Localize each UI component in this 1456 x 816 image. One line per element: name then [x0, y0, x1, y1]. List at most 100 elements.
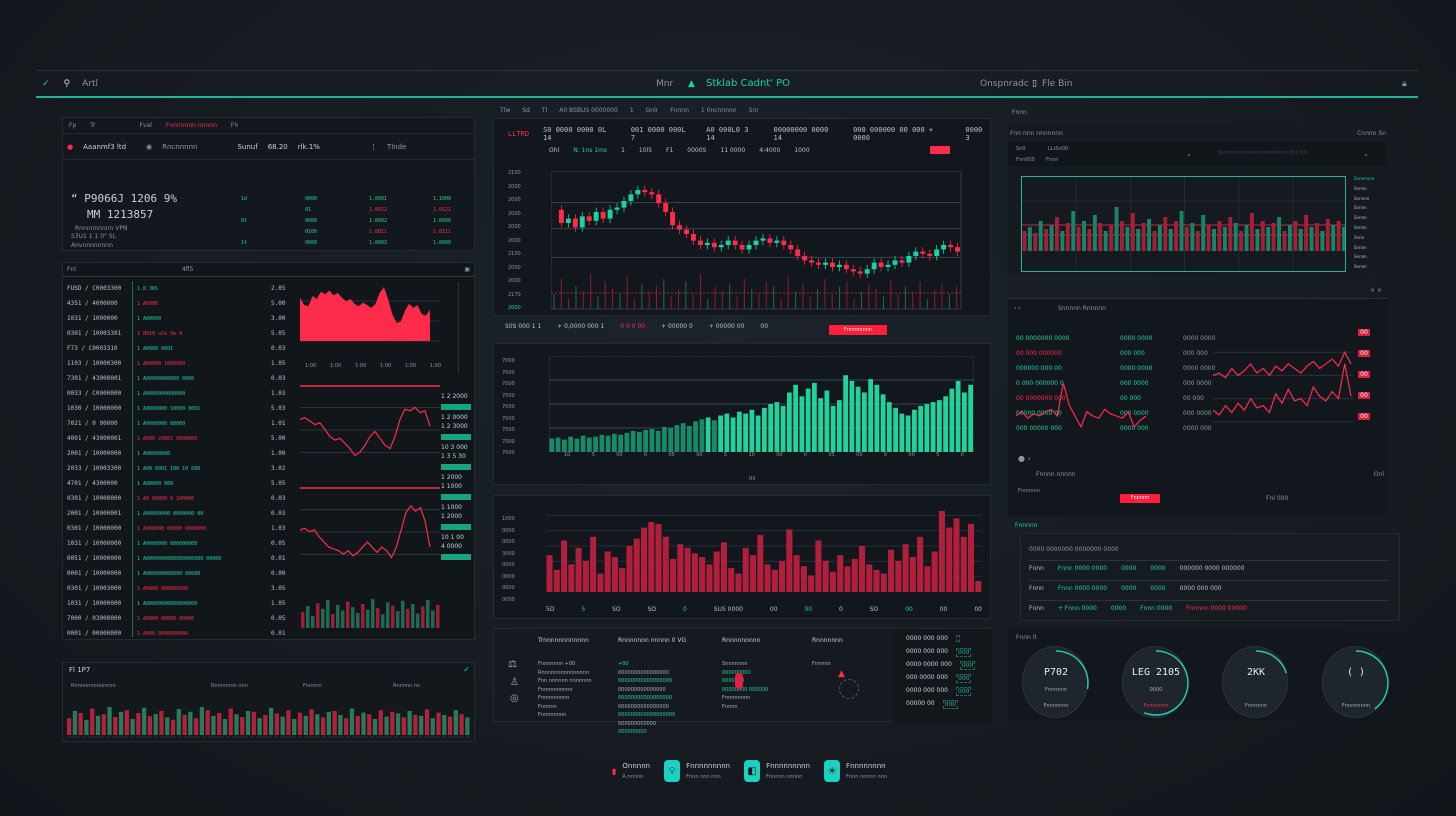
- toolbar-item[interactable]: 0000S: [687, 147, 707, 154]
- table-row[interactable]: 0301 / 10000000 1 A0 00000 0 100000 0.03: [67, 491, 307, 506]
- timeframe-tab[interactable]: 00000000 0000 14: [773, 126, 829, 142]
- table-row[interactable]: FUSD / C0003300 1.0 3DS 2.05: [67, 281, 307, 296]
- chevron-down-icon[interactable]: ⌄: [1363, 150, 1369, 158]
- table-row[interactable]: F73 / C0003310 1 A0000 0001 0.03: [67, 341, 307, 356]
- footer-label[interactable]: Onl: [1373, 471, 1384, 478]
- file-icon[interactable]: ▯: [1032, 78, 1037, 89]
- legend-item[interactable]: ▮ Onnnnn A nnnnn: [612, 762, 650, 780]
- table-row[interactable]: 1031 / 10000000 1 A00000000000000000 1.05: [67, 596, 307, 611]
- gauge[interactable]: LEG 2105 0000 Fnnnnnnn: [1122, 646, 1189, 718]
- action-button[interactable]: Fnnnnnnnn: [829, 325, 887, 335]
- legend-item[interactable]: ☀ Fnnnnnnnn Fnnn nnnnn nnn: [824, 760, 887, 782]
- toolbar-item[interactable]: Ohl: [549, 147, 560, 154]
- table-row[interactable]: 4001 / 43000001 1 A000 c0001 0000000 5.00: [67, 431, 307, 446]
- gauge[interactable]: ( ) Fnnnnnnnn: [1322, 646, 1389, 718]
- side-value: 10 3 000: [441, 444, 468, 451]
- panel-link[interactable]: Cnnnn Sn: [1357, 130, 1386, 137]
- table-row[interactable]: 7301 / 43000001 1 A00000000000 0000 0.03: [67, 371, 307, 386]
- timeframe-tab[interactable]: A0 000L0 3 14: [706, 126, 749, 142]
- table-row[interactable]: 0051 / 10000000 1 A0000000000000000000 00…: [67, 551, 307, 566]
- table-row[interactable]: 2001 / 10000001 1 A00000000 0000000 00 0.0…: [67, 506, 307, 521]
- pin-icon[interactable]: ⚲: [63, 78, 71, 89]
- timeframe-tab[interactable]: 0000 3: [965, 126, 983, 142]
- header-item[interactable]: Snr: [748, 106, 759, 114]
- legend-item[interactable]: 💡︎ Fnnnnnnnnn Fnnn nnn nnn: [664, 760, 730, 782]
- table-row[interactable]: 0001 / 10000000 1 A000000000000 00000 0.00: [67, 566, 307, 581]
- table-row[interactable]: Fnnn Fnnn 0000 0000 0000 0000 000000 0000 00…: [1029, 560, 1389, 572]
- shield-icon[interactable]: ◎: [510, 693, 519, 704]
- toolbar-item[interactable]: 4:4000: [759, 147, 781, 154]
- table-row[interactable]: 0301 / 10003301 1 0010 ulk 5m A 5.05: [67, 326, 307, 341]
- timeframe-tab[interactable]: S0 0000 0000 0L 14: [543, 126, 607, 142]
- table-row[interactable]: 1031 / 10000000 1 A0000000 000000000 0.05: [67, 536, 307, 551]
- expand-icon[interactable]: ▣: [464, 266, 470, 273]
- table-row[interactable]: 2033 / 10003300 1 A00 0001 100 10 000 3.02: [67, 461, 307, 476]
- symbol-name[interactable]: Aaanmf3 ltd: [83, 142, 127, 151]
- side-row: 0000 000 000: [906, 635, 960, 642]
- bar: [799, 396, 805, 452]
- gauge[interactable]: P702 Fnnnnnn Fnnnnnnn: [1022, 646, 1089, 718]
- table-row[interactable]: Fnnn + Fnnn 0000 0000 Fnnn 0000 Fnnnnn 0000 …: [1029, 600, 1389, 612]
- timeframe-tab[interactable]: 000 000000 00 000 + 0000: [853, 126, 934, 142]
- indicator-toggle[interactable]: [930, 146, 950, 154]
- chevron-down-icon[interactable]: ⌄: [1186, 150, 1192, 158]
- filter-input[interactable]: Snnnnnnnnnnnnnnnnnnnnn 0nn 00: [1218, 150, 1307, 156]
- gauge[interactable]: 2KK Fnnnnnn: [1222, 646, 1288, 718]
- legend-item[interactable]: ◧ Fnnnnnnnnn Fnnnnn nnnnn: [744, 760, 810, 782]
- check-icon[interactable]: ✓: [42, 78, 50, 89]
- table-row[interactable]: 7000 / 03000000 1 A0000 00000 00000 0.05: [67, 611, 307, 626]
- scale-icon[interactable]: ⚖: [508, 659, 517, 670]
- toolbar-item[interactable]: 10l5: [638, 147, 653, 154]
- timeframe-tab[interactable]: 001 0000 000L 7: [630, 126, 686, 142]
- table-row[interactable]: Fnnn Fnnn 0000 0000 0000 0000 0000 000 000: [1029, 580, 1389, 592]
- table-row[interactable]: 1031 / 1000000 1 A00000 3.00: [67, 311, 307, 326]
- table-row[interactable]: 0001 / 00000000 1 A000 0000000000 0.01: [67, 626, 307, 641]
- table-row[interactable]: 7021 / 0 00000 1 A0000000 00000 1.01: [67, 416, 307, 431]
- header-item[interactable]: Tl: [541, 106, 548, 114]
- bell-icon[interactable]: ♙: [510, 677, 519, 688]
- settings-icon[interactable]: ◉: [146, 142, 153, 151]
- info-column-title: Rnnnnnnn nnnnn 0 VG: [618, 637, 687, 644]
- table-row[interactable]: 0301 / 10000000 1 A000000 00000 0000000 1.…: [67, 521, 307, 536]
- check-icon[interactable]: ✓: [463, 665, 470, 674]
- table-row[interactable]: 1030 / 10000000 1 A0000000 10000 0001 5.03: [67, 401, 307, 416]
- toolbar-item[interactable]: 1000: [794, 147, 810, 154]
- ticker-tab[interactable]: Fp: [69, 122, 77, 129]
- table-row[interactable]: 4701 / 4300000 1 A00000 000 5.05: [67, 476, 307, 491]
- header-item[interactable]: 1: [629, 106, 634, 114]
- ticker-tab[interactable]: Fval: [139, 122, 152, 129]
- header-item[interactable]: Fnnnn: [670, 106, 689, 114]
- ticker-tab-active[interactable]: Fnnnnnnn nnnnn: [165, 122, 217, 129]
- table-row[interactable]: 0301 / 10003000 1 A0000 000000000 3.05: [67, 581, 307, 596]
- more-icon[interactable]: ⋮: [369, 142, 377, 151]
- scrollbar[interactable]: [458, 283, 460, 373]
- toolbar-item[interactable]: F1: [666, 147, 674, 154]
- table-row[interactable]: 0033 / C0000000 1 A0000000000000 1.03: [67, 386, 307, 401]
- toolbar-item[interactable]: 1: [621, 147, 625, 154]
- ticker-tab[interactable]: Tr: [90, 122, 96, 129]
- toolbar-item[interactable]: N: 1ns 1ms: [573, 147, 608, 154]
- top-left-label[interactable]: Artl: [82, 78, 99, 89]
- header-item[interactable]: Sd: [522, 106, 530, 114]
- toolbar-item[interactable]: 11 0000: [720, 147, 746, 154]
- table-cell: 0000: [1121, 585, 1137, 592]
- timeframe-tab[interactable]: LLTRD: [508, 130, 530, 138]
- table-row[interactable]: 4351 / 4000000 1 A0000 5.00: [67, 296, 307, 311]
- header-item[interactable]: Tlw: [500, 106, 511, 114]
- header-item[interactable]: A0 BSBUS 0000000: [559, 106, 618, 114]
- footer-button[interactable]: Fnnnnn: [1120, 494, 1160, 503]
- top-right-label[interactable]: Onspnradc: [980, 78, 1029, 89]
- table-row[interactable]: 2001 / 10000000 1 A00000000 1.00: [67, 446, 307, 461]
- bar: [874, 384, 880, 452]
- close-icon[interactable]: × ×: [1370, 287, 1382, 294]
- row-label: 00 0000000 0000: [1016, 335, 1070, 342]
- table-row[interactable]: 1103 / 10000300 1 A00000 1000000 1.05: [67, 356, 307, 371]
- header-item[interactable]: Gnlr: [645, 106, 659, 114]
- ticker-tab[interactable]: Fh: [230, 122, 239, 129]
- top-right-label2[interactable]: Fle Bin: [1042, 78, 1073, 89]
- bar: [188, 711, 193, 735]
- header-item[interactable]: 1 0ncnnnnn: [700, 106, 737, 114]
- bar: [351, 607, 355, 628]
- lock-icon[interactable]: 🔒︎: [1402, 78, 1407, 89]
- bar: [372, 719, 378, 735]
